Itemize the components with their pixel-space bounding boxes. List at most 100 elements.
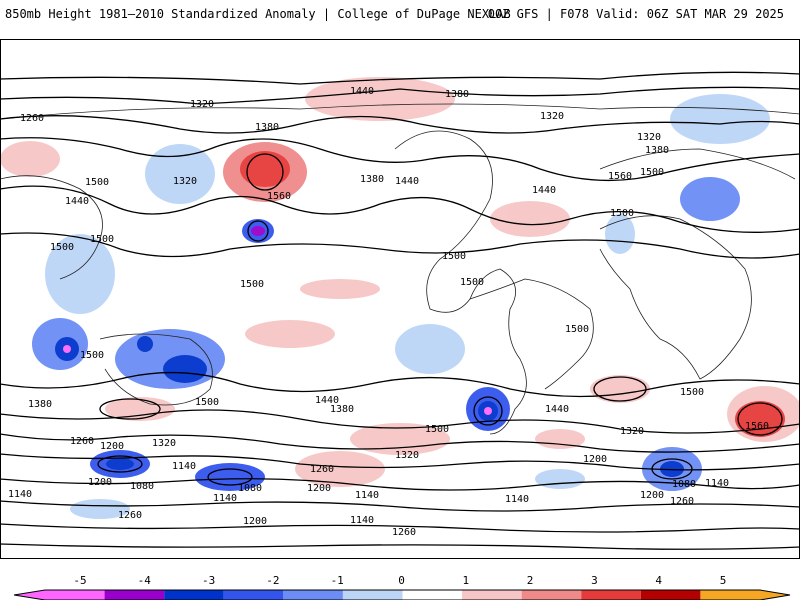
model-run-info: 00Z GFS | F078 Valid: 06Z SAT MAR 29 202… [487,7,784,21]
contour-label: 1380 [645,145,669,156]
contour-label: 1260 [20,113,44,124]
asia-outline [0,175,103,280]
africa-outline [599,215,752,380]
continent-outlines [0,103,800,435]
contour-label: 1140 [8,489,32,500]
contour-label: 1080 [238,483,262,494]
contour-label: 1380 [28,399,52,410]
anomaly-negative [605,214,635,254]
anomaly-negative [45,234,115,314]
contour-label: 1320 [637,132,661,143]
anomaly-negative [660,461,684,477]
contour-label: 1140 [355,490,379,501]
contour-label: 1500 [442,251,466,262]
contour-label: 1320 [395,450,419,461]
height-contours [0,71,800,550]
contour-labels: 1440 1380 1320 1260 1320 1380 1500 1320 … [8,86,769,538]
contour-low [473,396,503,426]
colorbar-segment [581,590,641,600]
anomaly-colorbar: -5 -4 -3 -2 -1 0 1 2 3 4 5 [13,574,791,600]
contour-line [0,232,800,259]
contour-label: 1500 [85,177,109,188]
contour-line [0,500,800,512]
contour-line [0,543,800,550]
contour-label: 1140 [705,478,729,489]
contour-label: 1320 [152,438,176,449]
colorbar-segment [402,590,463,600]
colorbar-tick-label: -5 [73,574,86,587]
contour-line [0,433,800,453]
contour-label: 1200 [640,490,664,501]
colorbar-tick-label: -4 [138,574,152,587]
colorbar-tick-label: 3 [591,574,598,587]
anomaly-positive [295,451,385,487]
anomaly-negative [195,463,265,491]
contour-label: 1260 [118,510,142,521]
contour-label: 1140 [350,515,374,526]
colorbar-tick-label: 2 [527,574,534,587]
contour-label: 1440 [65,196,89,207]
contour-label: 1500 [680,387,704,398]
anomaly-negative [680,177,740,221]
anomaly-negative [106,458,134,470]
anomaly-negative [395,324,465,374]
contour-low [651,458,693,480]
contour-line [0,137,800,182]
contour-label: 1200 [88,477,112,488]
contour-label: 1200 [243,516,267,527]
anomaly-positive [350,423,450,455]
map-title: 850mb Height 1981–2010 Standardized Anom… [5,7,511,21]
contour-label: 1200 [583,454,607,465]
contour-label: 1380 [445,89,469,100]
colorbar-segment [164,590,224,600]
contour-label: 1560 [745,421,769,432]
contour-label: 1440 [532,185,556,196]
contour-label: 1500 [240,279,264,290]
arctic-coastline [0,103,800,120]
colorbar-tick-label: 4 [655,574,662,587]
colorbar-tick-label: 5 [720,574,727,587]
contour-label: 1260 [670,496,694,507]
contour-high [246,153,284,191]
contour-label: 1260 [70,436,94,447]
anomaly-negative [670,94,770,144]
colorbar-tick-label: -2 [266,574,279,587]
colorbar-tick-label: 1 [462,574,469,587]
anomaly-positive [490,201,570,237]
colorbar-segment [521,590,582,600]
colorbar-segment [104,590,165,600]
contour-label: 1500 [610,208,634,219]
header-bar: 850mb Height 1981–2010 Standardized Anom… [0,0,800,30]
colorbar-max-arrow [760,590,790,600]
anomaly-positive [535,429,585,449]
contour-label: 1500 [565,324,589,335]
anomaly-positive [245,320,335,348]
colorbar-segment [700,590,760,600]
contour-label: 1440 [315,395,339,406]
colorbar-segment [640,590,701,600]
colorbar-tick-label: -1 [331,574,344,587]
contour-label: 1380 [360,174,384,185]
anomaly-negative [70,499,130,519]
contour-label: 1140 [172,461,196,472]
anomaly-negative [484,407,492,415]
contour-label: 1500 [195,397,219,408]
contour-label: 1260 [392,527,416,538]
anomaly-negative [251,226,265,236]
americas-outline [394,130,527,435]
colorbar-tick-label: 0 [398,574,405,587]
contour-label: 1500 [425,424,449,435]
contour-label: 1140 [213,493,237,504]
south-america-outline [469,278,594,390]
contour-label: 1320 [173,176,197,187]
contour-line [99,398,161,420]
contour-label: 1500 [50,242,74,253]
contour-line [0,185,800,233]
colorbar-tick-label: -3 [202,574,215,587]
colorbar-frame [13,589,791,600]
contour-high [737,402,783,436]
contour-line [0,478,800,491]
contour-label: 1140 [505,494,529,505]
contour-label: 1380 [330,404,354,415]
contour-line [0,86,800,105]
